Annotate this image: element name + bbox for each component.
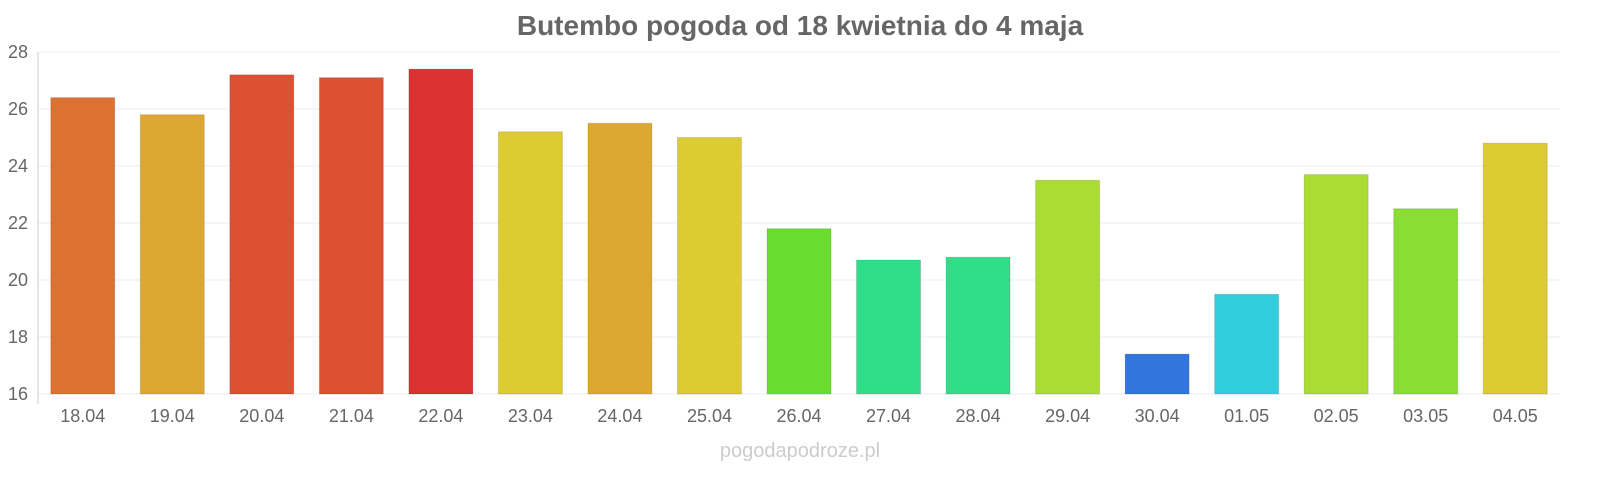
x-tick-label: 25.04	[687, 406, 732, 426]
bar-26.04	[766, 228, 832, 395]
y-tick-label: 24	[8, 156, 28, 176]
bar-01.05	[1214, 293, 1280, 395]
chart-title: Butembo pogoda od 18 kwietnia do 4 maja	[516, 10, 1084, 41]
bar-30.04	[1124, 353, 1190, 395]
footer-watermark: pogodapodroze.pl	[719, 440, 881, 462]
x-tick-label: 29.04	[1045, 406, 1090, 426]
bar-03.05	[1393, 208, 1459, 395]
y-tick-label: 18	[8, 327, 28, 347]
bar-04.05	[1482, 142, 1548, 395]
bar-18.04	[50, 97, 116, 395]
x-tick-label: 20.04	[239, 406, 284, 426]
x-tick-label: 22.04	[418, 406, 463, 426]
x-tick-label: 02.05	[1314, 406, 1359, 426]
bar-25.04	[676, 137, 742, 395]
x-tick-label: 21.04	[329, 406, 374, 426]
x-tick-label: 19.04	[150, 406, 195, 426]
bar-27.04	[856, 259, 922, 395]
bar-29.04	[1035, 179, 1101, 395]
bar-02.05	[1303, 174, 1369, 395]
bar-20.04	[229, 74, 295, 395]
bar-22.04	[408, 68, 474, 395]
x-tick-label: 18.04	[60, 406, 105, 426]
x-tick-label: 28.04	[956, 406, 1001, 426]
y-tick-label: 16	[8, 384, 28, 404]
bar-chart: 16 18 20 22 24 26 28 18.04 19.04 20.04 21.04 22.04 2…	[8, 42, 1560, 426]
x-tick-label: 23.04	[508, 406, 553, 426]
y-tick-label: 22	[8, 213, 28, 233]
x-tick-label: 26.04	[776, 406, 821, 426]
x-tick-label: 01.05	[1224, 406, 1269, 426]
bar-23.04	[497, 131, 563, 395]
y-tick-label: 28	[8, 42, 28, 62]
x-tick-label: 30.04	[1135, 406, 1180, 426]
x-tick-label: 04.05	[1493, 406, 1538, 426]
x-tick-label: 03.05	[1403, 406, 1448, 426]
bar-21.04	[318, 77, 384, 395]
y-tick-label: 20	[8, 270, 28, 290]
bar-24.04	[587, 122, 653, 395]
x-tick-label: 24.04	[597, 406, 642, 426]
x-tick-label: 27.04	[866, 406, 911, 426]
y-tick-label: 26	[8, 99, 28, 119]
bar-28.04	[945, 256, 1011, 395]
bar-19.04	[139, 114, 205, 395]
